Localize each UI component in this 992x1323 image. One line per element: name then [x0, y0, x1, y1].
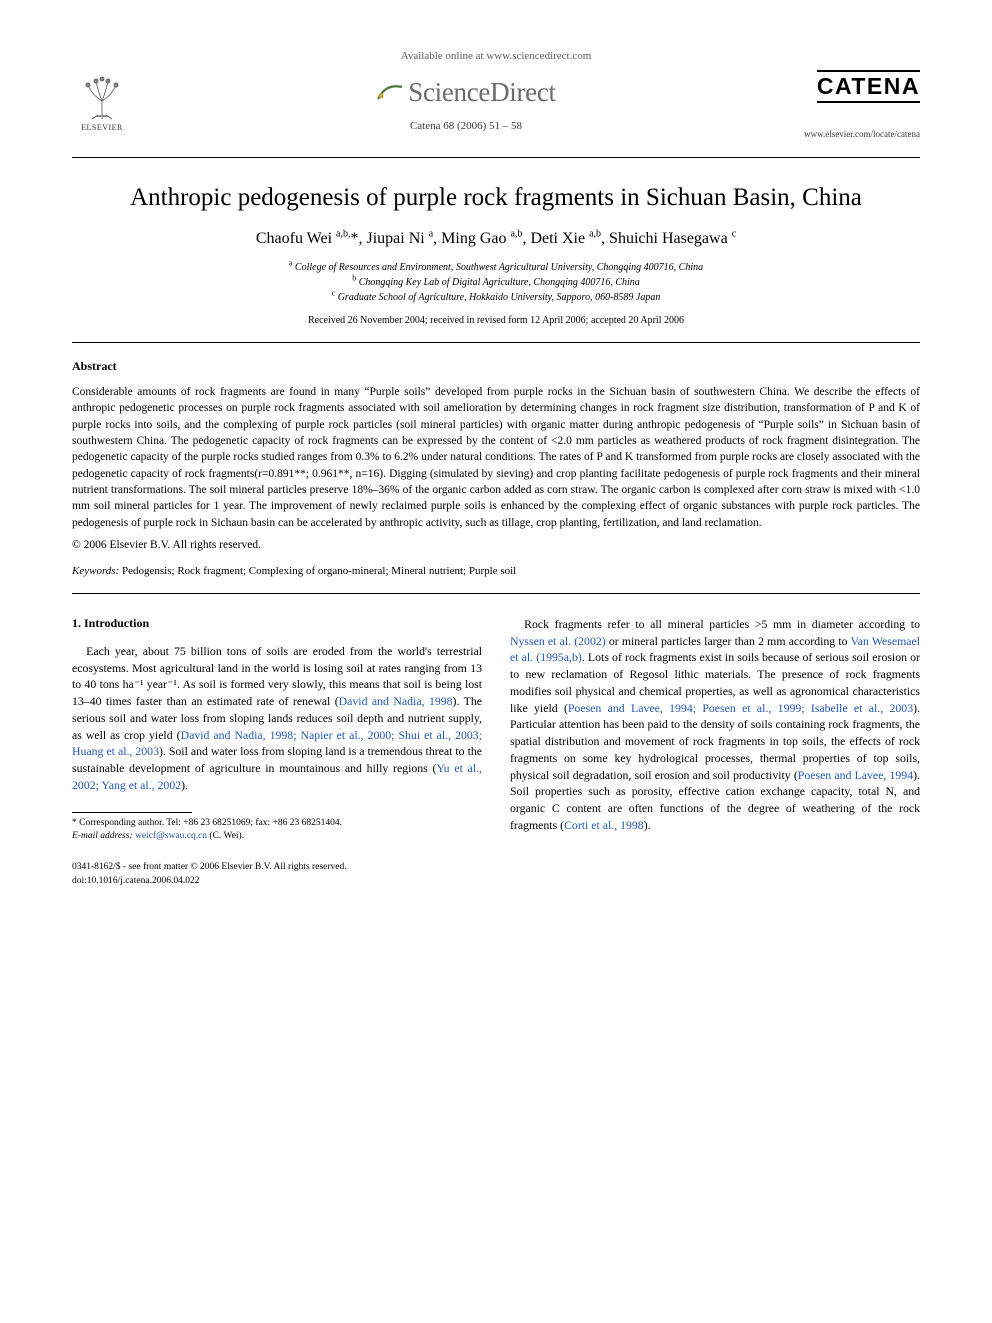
sd-brand-text: ScienceDirect: [408, 77, 556, 107]
elsevier-tree-icon: [78, 73, 126, 121]
abstract-body: Considerable amounts of rock fragments a…: [72, 384, 920, 531]
footer-line2: doi:10.1016/j.catena.2006.04.022: [72, 875, 920, 888]
left-column: 1. Introduction Each year, about 75 bill…: [72, 616, 482, 843]
citation-link[interactable]: David and Nadia, 1998: [339, 694, 453, 708]
abstract-copyright: © 2006 Elsevier B.V. All rights reserved…: [72, 539, 920, 551]
header-row: ELSEVIER ScienceDirect Catena 68 (2006) …: [72, 70, 920, 139]
article-title: Anthropic pedogenesis of purple rock fra…: [72, 184, 920, 212]
journal-name: CATENA: [817, 70, 920, 103]
center-header-block: ScienceDirect Catena 68 (2006) 51 – 58: [132, 77, 800, 132]
header-rule: [72, 157, 920, 158]
sciencedirect-logo: ScienceDirect: [132, 77, 800, 110]
journal-logo-block: CATENA www.elsevier.com/locate/catena: [800, 70, 920, 139]
article-dates: Received 26 November 2004; received in r…: [72, 315, 920, 326]
intro-heading: 1. Introduction: [72, 616, 482, 631]
footnote-corr: * Corresponding author. Tel: +86 23 6825…: [72, 817, 482, 830]
email-link[interactable]: weicf@swau.cq.cn: [135, 831, 207, 841]
right-column: Rock fragments refer to all mineral part…: [510, 616, 920, 843]
abstract-heading: Abstract: [72, 359, 920, 374]
affiliations-block: a College of Resources and Environment, …: [72, 260, 920, 305]
elsevier-logo: ELSEVIER: [72, 73, 132, 137]
affiliation-a: a College of Resources and Environment, …: [72, 260, 920, 275]
citation-link[interactable]: Poesen and Lavee, 1994; Poesen et al., 1…: [568, 701, 913, 715]
footnote-rule: [72, 812, 192, 813]
intro-right-p1: Rock fragments refer to all mineral part…: [510, 616, 920, 834]
citation-line: Catena 68 (2006) 51 – 58: [132, 120, 800, 132]
authors-line: Chaofu Wei a,b,*, Jiupai Ni a, Ming Gao …: [72, 230, 920, 248]
abstract-top-rule: [72, 342, 920, 343]
affiliation-b: b Chongqing Key Lab of Digital Agricultu…: [72, 275, 920, 290]
footnote-email-line: E-mail address: weicf@swau.cq.cn (C. Wei…: [72, 830, 482, 843]
journal-url: www.elsevier.com/locate/catena: [800, 129, 920, 139]
abstract-bottom-rule: [72, 593, 920, 594]
keywords-line: Keywords: Pedogensis; Rock fragment; Com…: [72, 565, 920, 577]
page-footer: 0341-8162/$ - see front matter © 2006 El…: [72, 861, 920, 888]
available-online-text: Available online at www.sciencedirect.co…: [72, 50, 920, 62]
intro-left-p1: Each year, about 75 billion tons of soil…: [72, 643, 482, 794]
affiliation-c: c Graduate School of Agriculture, Hokkai…: [72, 290, 920, 305]
body-columns: 1. Introduction Each year, about 75 bill…: [72, 616, 920, 843]
corresponding-author-footnote: * Corresponding author. Tel: +86 23 6825…: [72, 817, 482, 844]
citation-link[interactable]: Nyssen et al. (2002): [510, 634, 606, 648]
keywords-label: Keywords:: [72, 565, 119, 577]
keywords-list: Pedogensis; Rock fragment; Complexing of…: [122, 565, 516, 577]
citation-link[interactable]: Corti et al., 1998: [564, 818, 644, 832]
elsevier-label: ELSEVIER: [81, 123, 123, 132]
footer-line1: 0341-8162/$ - see front matter © 2006 El…: [72, 861, 920, 874]
sd-swoosh-icon: [376, 79, 404, 110]
citation-link[interactable]: Poesen and Lavee, 1994: [798, 768, 913, 782]
